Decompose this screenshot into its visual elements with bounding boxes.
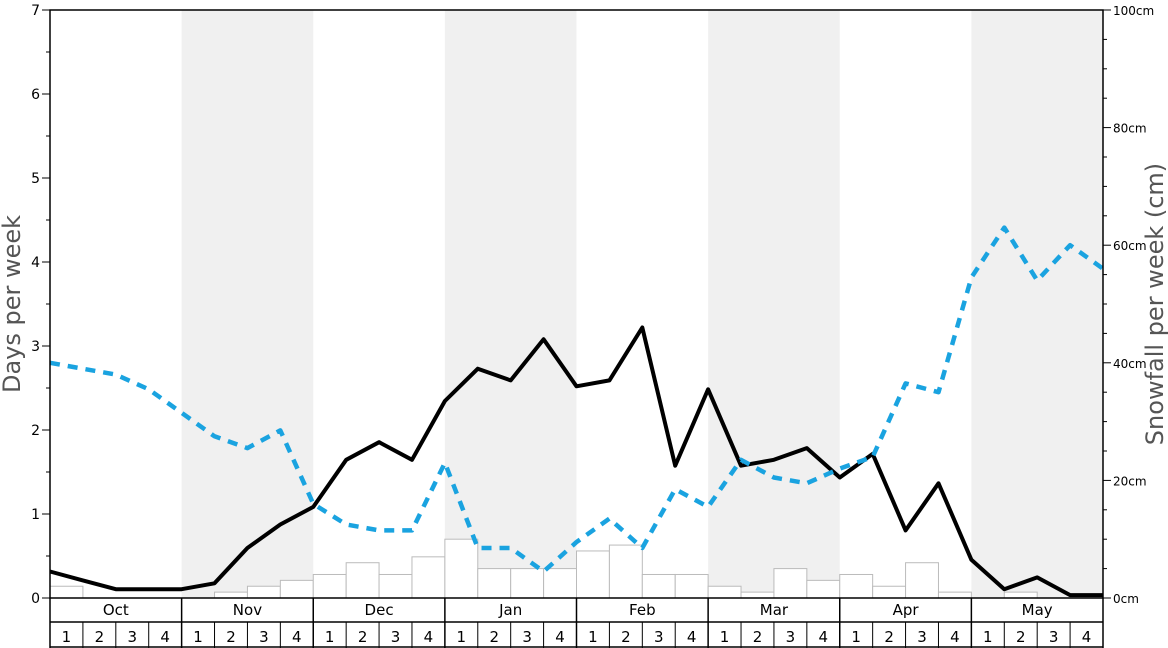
month-label: May (1022, 601, 1053, 619)
day-bar (773, 568, 808, 599)
left-axis: 0 1 2 3 4 5 6 7 (31, 3, 50, 607)
left-tick-label: 4 (31, 255, 40, 271)
week-label: 2 (621, 628, 631, 646)
left-tick-label: 2 (31, 423, 40, 439)
month-band-may (971, 10, 1103, 598)
week-label: 1 (983, 628, 993, 646)
week-label: 3 (522, 628, 532, 646)
week-label: 4 (555, 628, 565, 646)
day-bar (510, 568, 545, 599)
week-label: 2 (95, 628, 105, 646)
day-bar (905, 562, 939, 599)
day-bar (1003, 591, 1038, 599)
week-label: 3 (786, 628, 796, 646)
day-bar (872, 585, 907, 599)
right-axis-title: Snowfall per week (cm) (1141, 163, 1168, 445)
week-label: 3 (654, 628, 664, 646)
right-axis: 0cm 20cm 40cm 60cm 80cm 100cm (1103, 4, 1154, 606)
day-bar (246, 585, 281, 599)
week-label: 2 (489, 628, 499, 646)
day-bar (839, 573, 874, 599)
month-band-nov (181, 10, 314, 598)
day-bar (806, 579, 841, 599)
left-tick-label: 1 (31, 507, 40, 523)
day-bar (444, 538, 479, 599)
month-band-mar (708, 10, 840, 598)
week-label: 1 (720, 628, 730, 646)
day-bar (378, 573, 413, 599)
right-tick-label: 60cm (1113, 239, 1147, 253)
right-tick-label: 20cm (1113, 474, 1147, 488)
snowfall-dashed-line (49, 225, 1105, 574)
week-label: 4 (160, 628, 170, 646)
week-label: 1 (325, 628, 335, 646)
left-tick-label: 7 (31, 3, 40, 19)
day-bar (674, 573, 709, 599)
day-bar (49, 585, 84, 599)
month-label: Apr (893, 601, 920, 619)
right-tick-label: 100cm (1113, 4, 1154, 18)
week-label: 4 (424, 628, 434, 646)
left-tick-label: 6 (31, 87, 40, 103)
week-label: 1 (62, 628, 72, 646)
day-bar (214, 591, 248, 599)
week-label: 1 (457, 628, 467, 646)
day-bar (937, 591, 972, 599)
right-tick-label: 40cm (1113, 357, 1147, 371)
left-tick-label: 3 (31, 339, 40, 355)
left-tick-label: 0 (31, 591, 40, 607)
day-bar (740, 591, 775, 599)
week-label: 3 (1049, 628, 1059, 646)
left-axis-title: Days per week (0, 215, 26, 393)
right-tick-label: 80cm (1113, 122, 1147, 136)
day-bar (477, 568, 512, 599)
day-bar (312, 573, 347, 599)
right-tick-label: 0cm (1113, 592, 1139, 606)
snowfall-lines (49, 225, 1105, 598)
week-label: 4 (1082, 628, 1092, 646)
month-label: Oct (103, 601, 129, 619)
week-label: 3 (391, 628, 401, 646)
week-label: 4 (292, 628, 302, 646)
week-label: 4 (950, 628, 960, 646)
week-label: 3 (127, 628, 137, 646)
month-label: Dec (365, 601, 394, 619)
week-label: 3 (917, 628, 927, 646)
week-label: 1 (193, 628, 203, 646)
month-band-jan (444, 10, 577, 598)
month-bands (181, 10, 1103, 598)
week-label: 2 (753, 628, 763, 646)
snowfall-solid-line (49, 325, 1103, 598)
month-label: Feb (629, 601, 656, 619)
month-label: Mar (760, 601, 789, 619)
day-bar (543, 568, 577, 599)
week-label: 2 (226, 628, 236, 646)
week-label: 1 (588, 628, 598, 646)
week-label: 4 (687, 628, 697, 646)
month-week-axis: Oct 1 2 3 4 Nov 1 2 3 4 Dec 1 2 3 4 Jan 1 2 3 4 Feb 1 2 3 4 Mar 1 2… (49, 598, 1104, 648)
day-bar (576, 550, 610, 599)
month-label: Nov (233, 601, 262, 619)
week-label: 4 (819, 628, 829, 646)
day-bar (608, 544, 643, 599)
week-label: 1 (851, 628, 861, 646)
week-label: 2 (884, 628, 894, 646)
week-label: 2 (358, 628, 368, 646)
day-bar (707, 585, 742, 599)
day-bar (641, 573, 676, 599)
week-label: 2 (1016, 628, 1026, 646)
day-bar (411, 556, 446, 599)
week-label: 3 (259, 628, 269, 646)
day-bar (345, 562, 380, 599)
day-bar (279, 579, 314, 599)
left-tick-label: 5 (31, 171, 40, 187)
month-label: Jan (498, 601, 522, 619)
